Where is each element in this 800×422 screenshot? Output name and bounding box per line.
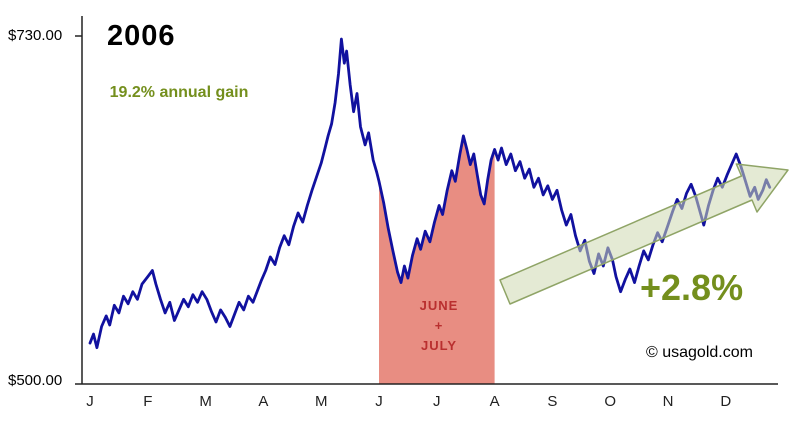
month-label-8: S bbox=[547, 393, 557, 410]
month-label-10: N bbox=[663, 393, 674, 410]
y-axis-max-label: $730.00 bbox=[8, 27, 63, 44]
month-label-1: F bbox=[143, 393, 152, 410]
trend-gain-label: +2.8% bbox=[640, 267, 744, 308]
watermark-text: © usagold.com bbox=[646, 344, 753, 361]
shaded-period-label: JUNE + JULY bbox=[419, 298, 459, 354]
month-label-7: A bbox=[490, 393, 500, 410]
month-label-2: M bbox=[199, 393, 212, 410]
annual-gain-label: 19.2% annual gain bbox=[109, 84, 249, 101]
month-label-5: J bbox=[375, 393, 383, 410]
y-axis-min-label: $500.00 bbox=[8, 372, 63, 389]
month-label-9: O bbox=[604, 393, 616, 410]
price-line bbox=[88, 37, 772, 350]
year-title: 2006 bbox=[107, 20, 176, 52]
month-label-0: J bbox=[86, 393, 94, 410]
trend-arrow bbox=[499, 163, 789, 305]
month-label-6: J bbox=[433, 393, 441, 410]
month-label-4: M bbox=[315, 393, 328, 410]
month-label-3: A bbox=[258, 393, 268, 410]
shaded-region bbox=[379, 135, 495, 384]
month-label-11: D bbox=[720, 393, 731, 410]
